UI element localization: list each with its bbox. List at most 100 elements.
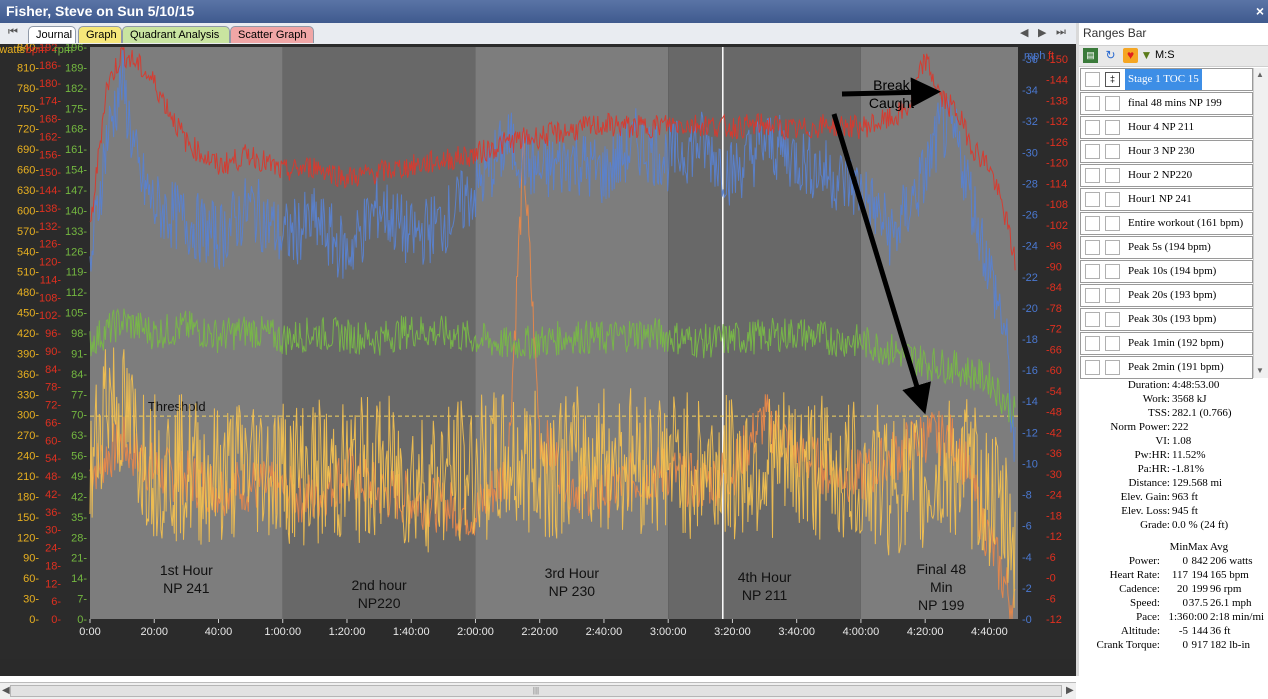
close-icon[interactable]: ×	[1255, 3, 1264, 19]
range-lap-checkbox[interactable]	[1105, 192, 1120, 207]
range-lap-checkbox[interactable]	[1105, 288, 1120, 303]
range-item[interactable]: Peak 2min (191 bpm)	[1080, 356, 1253, 379]
range-checkbox[interactable]	[1085, 264, 1100, 279]
tick-label: 114-	[40, 274, 62, 286]
range-lap-checkbox[interactable]	[1105, 120, 1120, 135]
tick-label: 630-	[17, 185, 39, 197]
tab-quadrant-analysis[interactable]: Quadrant Analysis	[122, 26, 230, 43]
mma-row: Pace: 1:36 0:00 2:18 min/mi	[1079, 611, 1268, 625]
range-checkbox[interactable]	[1085, 336, 1100, 351]
range-checkbox[interactable]	[1085, 168, 1100, 183]
stat-value: 963 ft	[1172, 491, 1198, 503]
prev-tab-icon[interactable]: ◀	[1020, 27, 1029, 39]
range-item[interactable]: Hour1 NP 241	[1080, 188, 1253, 211]
interval-annotation: 4th Hour	[738, 569, 792, 585]
range-item[interactable]: Peak 30s (193 bpm)	[1080, 308, 1253, 331]
range-checkbox[interactable]	[1085, 288, 1100, 303]
chart-icon[interactable]: ▤	[1083, 48, 1098, 63]
mma-label: Speed:	[1130, 597, 1160, 609]
range-checkbox[interactable]	[1085, 192, 1100, 207]
tick-label: -0	[1046, 573, 1056, 585]
range-lap-checkbox[interactable]	[1105, 360, 1120, 375]
range-item[interactable]: Hour 2 NP220	[1080, 164, 1253, 187]
stat-label: TSS:	[1147, 407, 1170, 419]
range-lap-checkbox[interactable]	[1105, 168, 1120, 183]
stat-row: Work: 3568 kJ	[1079, 393, 1268, 407]
axis-unit-ft: ft	[1048, 50, 1054, 62]
scroll-left-icon[interactable]: ◀	[2, 685, 10, 696]
tick-label: 72-	[45, 400, 61, 412]
range-checkbox[interactable]	[1085, 360, 1100, 375]
scroll-up-icon[interactable]: ▲	[1256, 70, 1264, 79]
tick-label: -34	[1022, 85, 1038, 97]
last-tab-icon[interactable]: ⏭	[1056, 26, 1066, 38]
range-item-label: Hour 3 NP 230	[1128, 145, 1195, 157]
range-lap-checkbox[interactable]	[1105, 96, 1120, 111]
range-lap-checkbox[interactable]	[1105, 312, 1120, 327]
tick-label: 270-	[17, 430, 39, 442]
range-item[interactable]: Peak 5s (194 bpm)	[1080, 236, 1253, 259]
tick-label: 300-	[17, 410, 39, 422]
range-lap-checkbox[interactable]	[1105, 336, 1120, 351]
tick-label: 63-	[71, 430, 87, 442]
range-lap-checkbox[interactable]	[1105, 264, 1120, 279]
interval-annotation: NP220	[358, 595, 401, 611]
horizontal-scrollbar[interactable]: ◀ ||| ▶	[0, 682, 1076, 699]
range-item[interactable]: ‡ Stage 1 TOC 15	[1080, 68, 1253, 91]
range-checkbox[interactable]	[1085, 96, 1100, 111]
tick-label: 108-	[39, 292, 61, 304]
tick-label: -102	[1046, 220, 1068, 232]
tick-label: -8	[1022, 490, 1032, 502]
ranges-scrollbar[interactable]: ▲ ▼	[1253, 68, 1268, 378]
range-item[interactable]: Peak 10s (194 bpm)	[1080, 260, 1253, 283]
range-checkbox[interactable]	[1085, 312, 1100, 327]
range-item[interactable]: Peak 1min (192 bpm)	[1080, 332, 1253, 355]
tab-scatter-graph[interactable]: Scatter Graph	[230, 26, 314, 43]
mma-row: Speed: 0 37.5 26.1 mph	[1079, 597, 1268, 611]
mma-label: Pace:	[1136, 611, 1160, 623]
range-item-label: Peak 20s (193 bpm)	[1128, 289, 1217, 301]
range-item[interactable]: Entire workout (161 bpm)	[1080, 212, 1253, 235]
filter-icon[interactable]: ▼	[1140, 48, 1153, 62]
tick-label: 720-	[17, 124, 39, 136]
range-item[interactable]: Peak 20s (193 bpm)	[1080, 284, 1253, 307]
heart-icon[interactable]: ♥	[1123, 48, 1138, 63]
tick-label: 156-	[39, 149, 61, 161]
refresh-icon[interactable]: ↻	[1105, 48, 1116, 62]
range-lap-checkbox[interactable]	[1105, 216, 1120, 231]
interval-annotation: Min	[930, 579, 953, 595]
scroll-right-icon[interactable]: ▶	[1066, 685, 1074, 696]
panel-splitter[interactable]	[1076, 23, 1079, 676]
tick-label: 42-	[45, 489, 61, 501]
tick-label: 42-	[71, 491, 87, 503]
tab-journal[interactable]: Journal	[28, 26, 76, 43]
tab-graph[interactable]: Graph	[78, 26, 122, 43]
scroll-thumb[interactable]: |||	[10, 685, 1062, 697]
range-checkbox[interactable]	[1085, 120, 1100, 135]
axis-unit-watts: watts	[0, 44, 25, 56]
tick-label: 0-	[29, 614, 39, 626]
range-checkbox[interactable]	[1085, 240, 1100, 255]
x-tick-label: 4:20:00	[907, 626, 944, 638]
range-item[interactable]: Hour 3 NP 230	[1080, 140, 1253, 163]
range-checkbox[interactable]	[1085, 216, 1100, 231]
first-page-icon[interactable]: ⏮	[8, 26, 18, 38]
range-lap-checkbox[interactable]	[1105, 240, 1120, 255]
time-format-toggle[interactable]: M:S	[1155, 49, 1175, 61]
range-item[interactable]: final 48 mins NP 199	[1080, 92, 1253, 115]
range-lap-checkbox[interactable]: ‡	[1105, 72, 1120, 87]
tick-label: -30	[1046, 469, 1062, 481]
tick-label: 780-	[17, 83, 39, 95]
range-lap-checkbox[interactable]	[1105, 144, 1120, 159]
next-tab-icon[interactable]: ▶	[1038, 27, 1047, 39]
interval-annotation: 1st Hour	[160, 562, 213, 578]
stat-value: 129.568 mi	[1172, 477, 1223, 489]
range-checkbox[interactable]	[1085, 144, 1100, 159]
range-item[interactable]: Hour 4 NP 211	[1080, 116, 1253, 139]
stat-label: VI:	[1155, 435, 1170, 447]
range-checkbox[interactable]	[1085, 72, 1100, 87]
mma-row: Heart Rate: 117 194 165 bpm	[1079, 569, 1268, 583]
scroll-down-icon[interactable]: ▼	[1256, 366, 1264, 375]
tick-label: 70-	[71, 410, 87, 422]
